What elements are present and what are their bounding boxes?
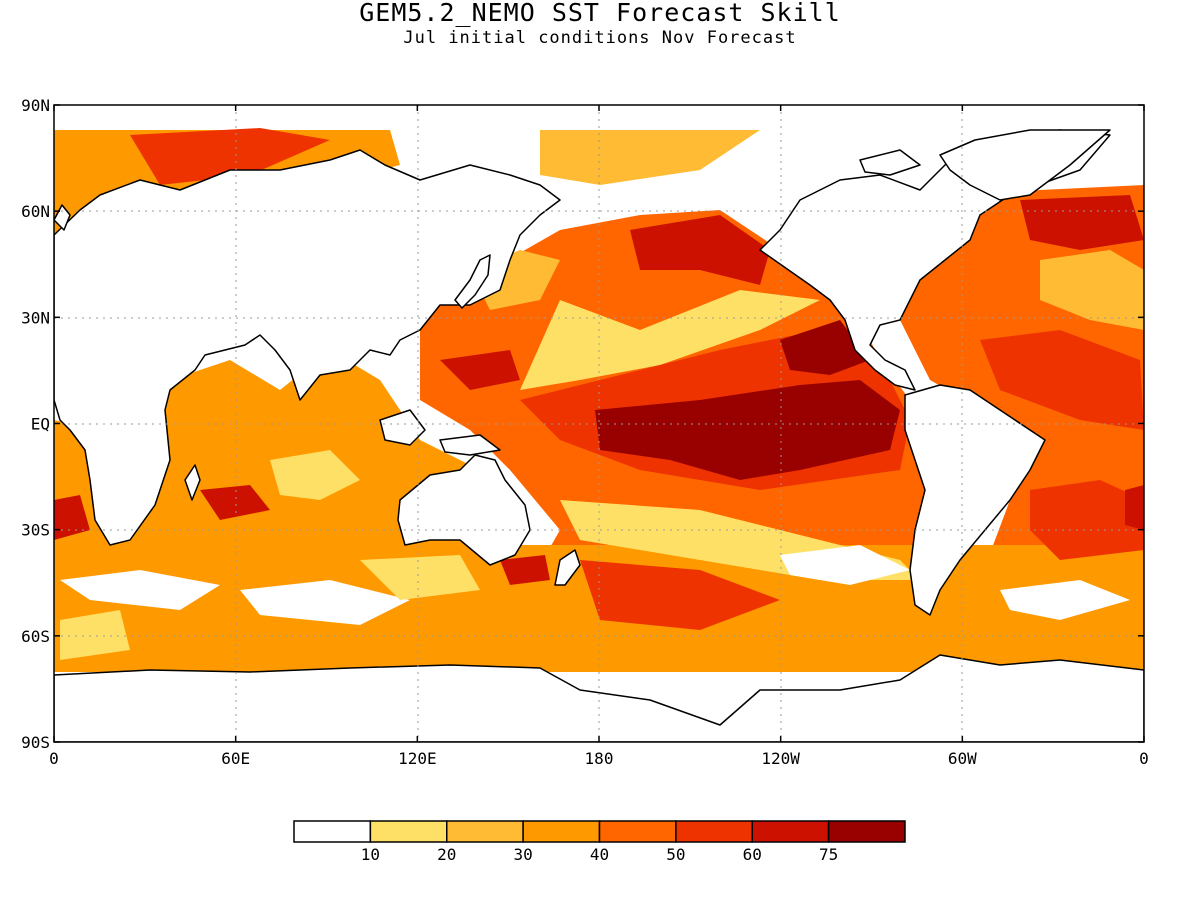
low-skill-natl — [1040, 250, 1144, 330]
land-uk — [54, 204, 71, 231]
low-skill-indian — [270, 450, 360, 500]
low-skill-southern-2 — [240, 580, 410, 625]
land-japan — [454, 254, 491, 309]
colorbar-swatch — [446, 820, 524, 843]
colorbar-swatch — [751, 820, 830, 843]
lat-tick-label: 90N — [21, 96, 50, 115]
low-skill-southern-5 — [60, 610, 130, 660]
land-eurasia-africa — [54, 149, 561, 546]
lat-tick-label: EQ — [31, 415, 50, 434]
land-north-america — [759, 129, 1111, 391]
land-new-guinea — [439, 434, 501, 456]
lat-tick-label: 60S — [21, 627, 50, 646]
colorbar-swatch — [293, 820, 372, 843]
low-skill-southern-3 — [780, 545, 910, 585]
high-skill-npacific — [630, 215, 770, 285]
land-arctic-islands — [859, 149, 921, 176]
high-skill-nepac — [780, 320, 870, 375]
land-new-zealand — [554, 549, 581, 586]
colorbar-label: 20 — [437, 845, 456, 864]
colorbar-swatch — [598, 820, 677, 843]
high-skill-se-atl — [1125, 485, 1144, 530]
chart-subtitle: Jul initial conditions Nov Forecast — [403, 28, 797, 48]
high-skill-spac — [580, 560, 780, 630]
colorbar-label: 60 — [743, 845, 762, 864]
high-skill-west-africa — [54, 495, 90, 540]
lon-tick-label: 120E — [398, 749, 437, 768]
map-plot-area — [54, 105, 1144, 742]
lat-tick-label: 60N — [21, 202, 50, 221]
high-skill-indian — [200, 485, 270, 520]
colorbar-swatch — [827, 820, 906, 843]
ocean-base-arctic-east — [540, 130, 760, 185]
low-skill-southern-1 — [60, 570, 220, 610]
high-skill-satl — [1030, 480, 1144, 560]
lat-tick-label: 30S — [21, 521, 50, 540]
land-antarctica — [54, 654, 1144, 742]
lat-tick-label: 90S — [21, 733, 50, 752]
lon-tick-label: 0 — [49, 749, 59, 768]
high-skill-trop-atl — [980, 330, 1144, 430]
chart-title: GEM5.2_NEMO SST Forecast Skill — [359, 0, 841, 27]
land-masses — [54, 129, 1144, 742]
colorbar-label: 30 — [513, 845, 532, 864]
land-madagascar — [184, 464, 201, 501]
lon-tick-label: 180 — [585, 749, 614, 768]
colorbar-label: 40 — [590, 845, 609, 864]
land-greenland — [939, 129, 1111, 201]
colorbar-label: 10 — [361, 845, 380, 864]
colorbar-label: 75 — [819, 845, 838, 864]
high-skill-wpac — [440, 350, 520, 390]
colorbar-swatch — [522, 820, 601, 843]
colorbar-swatch — [675, 820, 753, 843]
low-skill-southern-6 — [360, 555, 480, 600]
lon-tick-label: 60W — [948, 749, 977, 768]
land-indonesia — [379, 409, 426, 446]
high-skill-tasman — [500, 555, 550, 585]
gridlines — [54, 105, 1144, 742]
low-skill-southern-4 — [1000, 580, 1130, 620]
lat-tick-label: 30N — [21, 308, 50, 327]
lon-tick-label: 0 — [1139, 749, 1149, 768]
colorbar-swatch — [369, 820, 448, 843]
colorbar: 10 20 30 40 50 60 75 — [293, 820, 906, 864]
high-skill-equatorial — [595, 380, 900, 480]
low-skill-band-npacific — [520, 290, 820, 390]
lon-tick-label: 120W — [761, 749, 800, 768]
high-skill-arctic — [130, 128, 330, 185]
land-south-america — [904, 384, 1046, 616]
colorbar-label: 50 — [666, 845, 685, 864]
high-skill-natl — [1020, 195, 1144, 250]
lon-tick-label: 60E — [221, 749, 250, 768]
